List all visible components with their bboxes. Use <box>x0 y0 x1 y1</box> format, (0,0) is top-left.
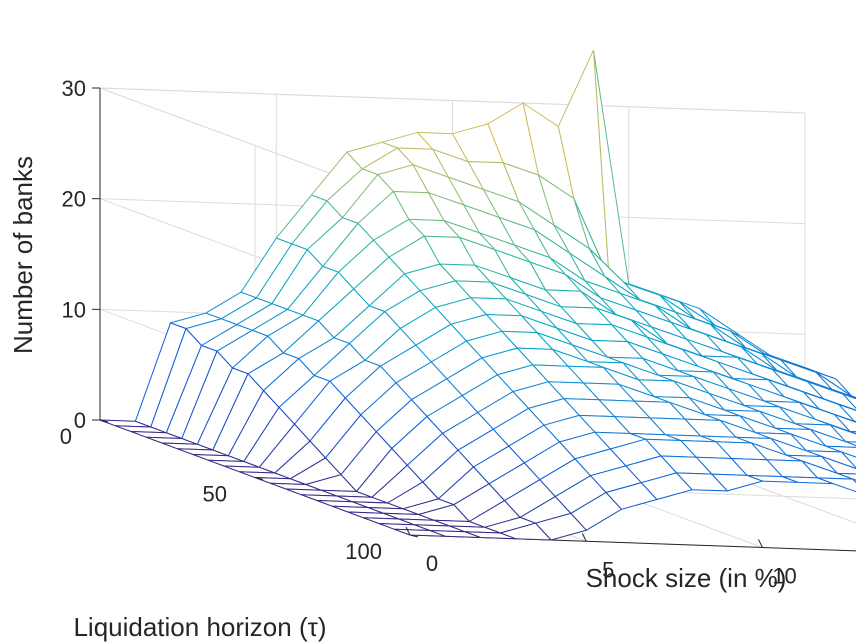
y-tick-mark <box>409 534 419 538</box>
z-tick-label: 10 <box>62 297 86 322</box>
tick-labels: 010203005010005101520 <box>60 76 797 589</box>
x-tick-label: 10 <box>772 564 796 589</box>
x-tick-label: 0 <box>426 551 438 576</box>
y-tick-mark <box>254 477 264 480</box>
y-tick-label: 50 <box>203 482 227 507</box>
y-tick-mark <box>99 419 109 423</box>
z-tick-label: 0 <box>74 408 86 433</box>
x-tick-label: 5 <box>602 557 614 582</box>
y-tick-label: 0 <box>60 424 72 449</box>
z-axis-label: Number of banks <box>8 156 38 354</box>
z-tick-label: 20 <box>62 187 86 212</box>
x-axis-label: Shock size (in %) <box>586 563 787 593</box>
x-axis-line <box>409 534 856 552</box>
box-edge <box>99 87 806 114</box>
x-tick-mark <box>758 539 763 548</box>
y-axis-label: Liquidation horizon (τ) <box>73 612 326 642</box>
surface-mesh <box>99 49 856 541</box>
y-tick-label: 100 <box>345 539 382 564</box>
x-tick-mark <box>581 533 587 542</box>
surface-cell <box>394 528 446 537</box>
x-tick-mark <box>405 526 411 536</box>
gridline-y-floor <box>409 534 856 552</box>
z-tick-label: 30 <box>62 76 86 101</box>
